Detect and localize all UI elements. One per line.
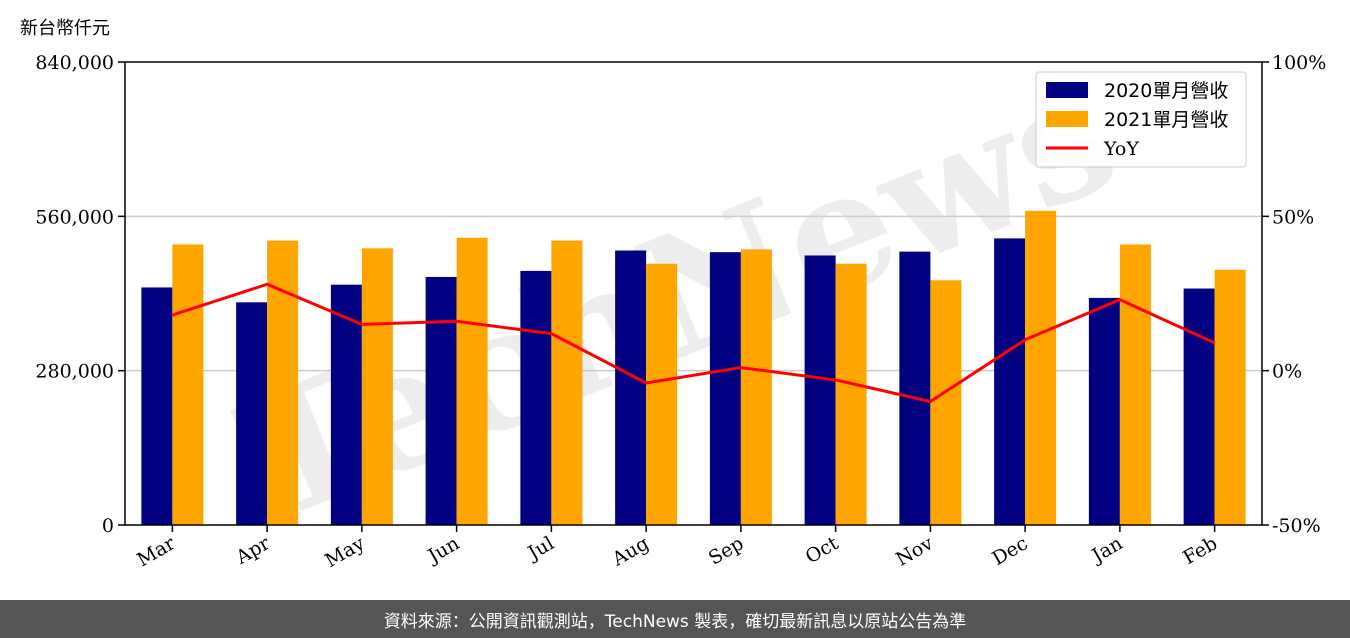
- bar-2020-nov: [899, 251, 931, 525]
- bar-2021-jul: [551, 240, 583, 526]
- plot-frame: [124, 61, 1263, 526]
- bar-2021-apr: [267, 240, 299, 526]
- bar-2020-sep: [709, 252, 741, 526]
- y-right-tick-label: 100%: [1272, 52, 1326, 74]
- legend-swatch-2020: [1046, 82, 1088, 98]
- bar-2021-sep: [740, 249, 772, 525]
- y-right-tick-label: -50%: [1272, 515, 1321, 537]
- y-left-tick-label: 840,000: [35, 52, 114, 74]
- bar-2020-aug: [615, 250, 647, 525]
- bar-2021-nov: [930, 280, 962, 525]
- x-tick-label-sep: Sep: [705, 532, 748, 569]
- x-tick-label-jun: Jun: [423, 532, 464, 568]
- footer-text: 資料來源：公開資訊觀測站，TechNews 製表，確切最新訊息以原站公告為準: [383, 611, 967, 632]
- bar-2020-feb: [1183, 288, 1215, 525]
- source-footer: 資料來源：公開資訊觀測站，TechNews 製表，確切最新訊息以原站公告為準: [0, 600, 1350, 638]
- x-tick-label-feb: Feb: [1179, 532, 1221, 569]
- yoy-line: [171, 282, 1216, 404]
- x-tick-label-aug: Aug: [608, 532, 653, 571]
- bar-2020-may: [330, 284, 362, 525]
- bar-2021-feb: [1214, 269, 1246, 525]
- legend-label-yoy: YoY: [1103, 138, 1139, 160]
- legend-box: [1035, 71, 1247, 168]
- legend-label-2020: 2020單月營收: [1104, 80, 1228, 102]
- y-right-tick-label: 50%: [1272, 206, 1314, 228]
- y-left-tick-label: 560,000: [35, 206, 114, 228]
- legend-swatch-2021: [1046, 111, 1088, 127]
- x-tick-label-mar: Mar: [133, 532, 179, 571]
- bar-2020-jun: [425, 276, 457, 525]
- bar-2021-dec: [1025, 210, 1057, 526]
- x-tick-label-apr: Apr: [231, 532, 274, 569]
- y-left-unit-label: 新台幣仟元: [20, 18, 110, 39]
- x-tick-label-jul: Jul: [523, 532, 558, 565]
- bar-2020-mar: [141, 287, 173, 525]
- x-tick-label-nov: Nov: [892, 532, 937, 571]
- bar-2020-jan: [1088, 297, 1120, 525]
- chart-area: TechNews 0 280,000 560,000 840,000 -50% 0% 50% 1…: [20, 18, 1326, 572]
- bar-2020-dec: [994, 238, 1026, 525]
- y-left-tick-label: 280,000: [35, 361, 114, 383]
- x-tick-label-dec: Dec: [988, 532, 1031, 570]
- y-right-tick-label: 0%: [1272, 361, 1302, 383]
- revenue-yoy-chart: TechNews0280,000560,000840,000-50%0%50%1…: [20, 18, 1326, 572]
- bar-2021-mar: [172, 244, 204, 526]
- bar-2020-jul: [520, 270, 552, 525]
- bar-2021-oct: [835, 263, 867, 525]
- bar-2020-apr: [236, 302, 268, 525]
- bar-2021-may: [361, 248, 393, 526]
- bar-2021-jun: [456, 237, 488, 525]
- bar-2021-aug: [646, 263, 678, 525]
- bar-2020-oct: [804, 255, 836, 526]
- x-tick-label-jan: Jan: [1087, 532, 1127, 568]
- legend-label-2021: 2021單月營收: [1104, 109, 1228, 131]
- y-left-tick-label: 0: [102, 515, 114, 537]
- x-tick-label-oct: Oct: [802, 532, 843, 568]
- bar-2021-jan: [1119, 244, 1151, 526]
